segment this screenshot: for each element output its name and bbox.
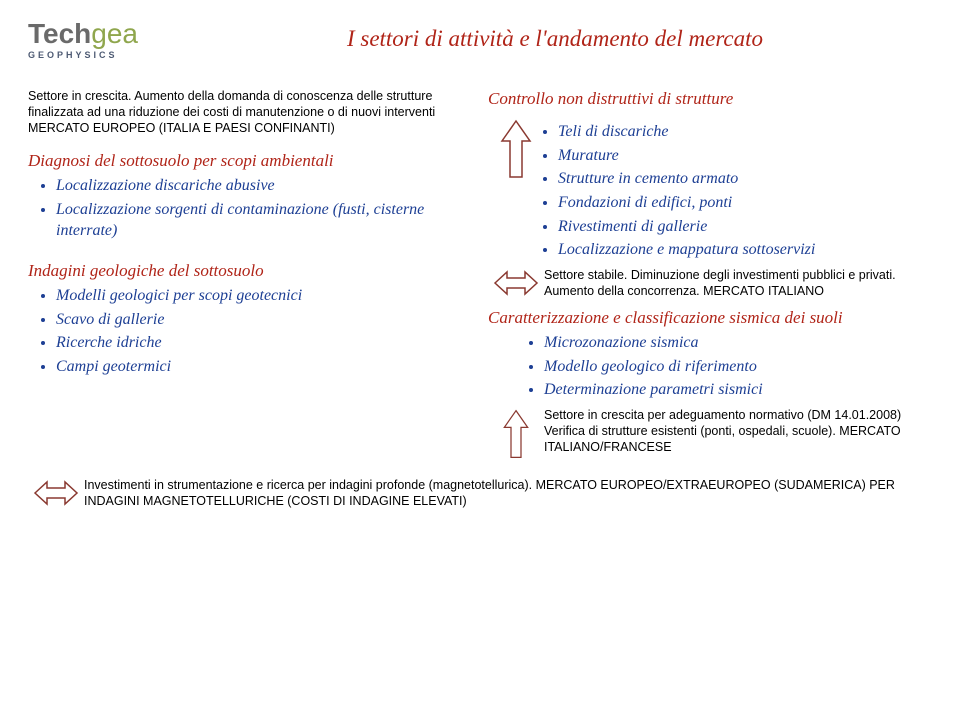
- list-item: Strutture in cemento armato: [558, 168, 932, 190]
- list-item: Modello geologico di riferimento: [544, 356, 932, 378]
- heading-sismica: Caratterizzazione e classificazione sism…: [488, 307, 932, 328]
- list-item: Murature: [558, 145, 932, 167]
- list-controllo: Teli di discariche Murature Strutture in…: [544, 121, 932, 261]
- note-left-growth: Settore in crescita. Aumento della doman…: [28, 88, 472, 136]
- brand-logo: Techgea GEOPHYSICS: [28, 18, 138, 60]
- arrow-double-icon: [33, 479, 79, 507]
- arrow-up-icon: [500, 409, 532, 459]
- list-sismica: Microzonazione sismica Modello geologico…: [488, 332, 932, 401]
- list-item: Fondazioni di edifici, ponti: [558, 192, 932, 214]
- brand-subtitle: GEOPHYSICS: [28, 50, 138, 60]
- page-title: I settori di attività e l'andamento del …: [178, 26, 932, 52]
- list-item: Localizzazione discariche abusive: [56, 175, 472, 197]
- list-diagnosi: Localizzazione discariche abusive Locali…: [28, 175, 472, 242]
- list-indagini: Modelli geologici per scopi geotecnici S…: [28, 285, 472, 377]
- note-right-growth: Settore in crescita per adeguamento norm…: [544, 407, 932, 455]
- heading-indagini: Indagini geologiche del sottosuolo: [28, 260, 472, 281]
- heading-controllo: Controllo non distruttivi di strutture: [488, 88, 932, 109]
- list-item: Localizzazione sorgenti di contaminazion…: [56, 199, 472, 242]
- arrow-double-icon: [493, 269, 539, 297]
- list-item: Campi geotermici: [56, 356, 472, 378]
- list-item: Scavo di gallerie: [56, 309, 472, 331]
- list-item: Ricerche idriche: [56, 332, 472, 354]
- brand-name-1: Tech: [28, 18, 91, 49]
- list-item: Teli di discariche: [558, 121, 932, 143]
- arrow-up-icon: [500, 119, 532, 179]
- brand-name-2: gea: [91, 18, 138, 49]
- heading-diagnosi: Diagnosi del sottosuolo per scopi ambien…: [28, 150, 472, 171]
- list-item: Determinazione parametri sismici: [544, 379, 932, 401]
- note-right-stable: Settore stabile. Diminuzione degli inves…: [544, 267, 932, 299]
- list-item: Rivestimenti di gallerie: [558, 216, 932, 238]
- footer-note: Investimenti in strumentazione e ricerca…: [84, 477, 932, 509]
- list-item: Localizzazione e mappatura sottoservizi: [558, 239, 932, 261]
- list-item: Microzonazione sismica: [544, 332, 932, 354]
- list-item: Modelli geologici per scopi geotecnici: [56, 285, 472, 307]
